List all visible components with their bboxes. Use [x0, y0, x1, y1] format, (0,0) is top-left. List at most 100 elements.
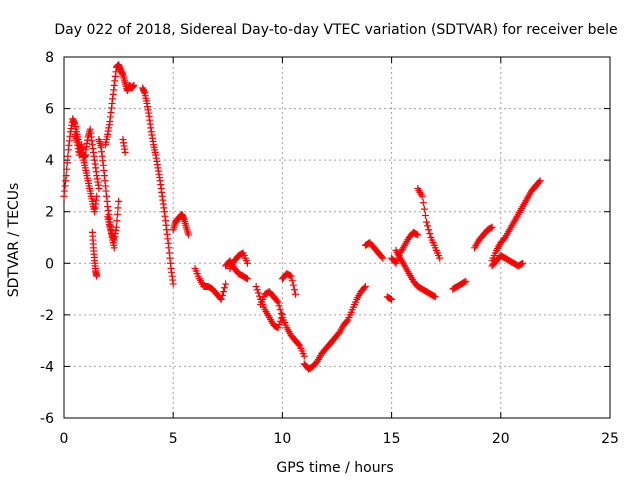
data-point	[63, 165, 71, 173]
plot-frame	[63, 56, 611, 419]
series-peak-16	[414, 185, 444, 262]
data-point	[289, 281, 297, 289]
y-tick-label: -2	[40, 308, 54, 324]
data-point	[487, 224, 495, 232]
data-point	[242, 274, 250, 282]
series-mid-bump	[361, 239, 387, 262]
series-fall-15	[392, 246, 439, 301]
data-point	[252, 282, 260, 290]
data-point	[488, 223, 496, 231]
data-points	[60, 61, 544, 373]
data-point	[114, 204, 122, 212]
x-tick-label: 0	[60, 431, 69, 447]
data-point	[387, 295, 395, 303]
data-point	[219, 288, 227, 296]
data-point	[273, 297, 281, 305]
data-point	[535, 178, 543, 186]
data-point	[290, 286, 298, 294]
series-final-rise	[488, 177, 544, 265]
data-point	[255, 292, 263, 300]
data-point	[379, 254, 387, 262]
data-point	[518, 260, 526, 268]
data-point	[388, 295, 396, 303]
x-tick-label: 10	[273, 431, 291, 447]
series-early-scatter-b	[82, 125, 103, 193]
data-point	[115, 197, 123, 205]
data-point	[110, 244, 118, 252]
chart-title: Day 022 of 2018, Sidereal Day-to-day VTE…	[54, 22, 617, 38]
data-point	[426, 230, 434, 238]
y-tick-label: 4	[45, 153, 54, 169]
data-point	[436, 254, 444, 262]
data-point	[288, 277, 296, 285]
y-axis-label: SDTVAR / TECUs	[6, 183, 22, 298]
data-point	[420, 205, 428, 213]
grid-lines	[64, 57, 610, 418]
series-main-decay	[139, 84, 177, 288]
series-rise-15	[388, 228, 422, 267]
data-point	[93, 192, 101, 200]
series-dip-15	[383, 293, 396, 303]
data-point	[286, 272, 294, 280]
data-point	[64, 152, 72, 160]
data-point	[360, 284, 368, 292]
y-tick-label: 8	[45, 50, 54, 66]
data-point	[276, 317, 284, 325]
series-branch-1	[226, 249, 251, 272]
data-point	[425, 226, 433, 234]
data-point	[361, 282, 369, 290]
data-point	[130, 81, 138, 89]
data-point	[343, 317, 351, 325]
y-tick-label: 0	[45, 256, 54, 272]
data-point	[277, 310, 285, 318]
series-rise-19	[471, 223, 496, 252]
series-peak-rise	[101, 61, 138, 149]
data-point	[114, 210, 122, 218]
y-tick-label: -6	[40, 411, 54, 427]
series-hump	[278, 270, 300, 298]
data-point	[276, 306, 284, 314]
x-tick-label: 20	[492, 431, 510, 447]
data-point	[121, 148, 129, 156]
series-low-cluster	[104, 197, 123, 244]
data-point	[222, 280, 230, 288]
series-dip-to-zero	[88, 228, 101, 280]
x-axis-label: GPS time / hours	[276, 460, 393, 476]
data-point	[218, 292, 226, 300]
series-peak-low	[119, 136, 129, 156]
data-point	[424, 222, 432, 230]
data-point	[221, 284, 229, 292]
data-point	[274, 324, 282, 332]
data-point	[292, 290, 300, 298]
series-trough-17	[449, 277, 470, 293]
data-point	[300, 352, 308, 360]
data-point	[519, 259, 527, 267]
data-point	[414, 231, 422, 239]
y-tick-label: -4	[40, 359, 54, 375]
data-point	[217, 295, 225, 303]
x-tick-label: 5	[169, 431, 178, 447]
data-point	[95, 185, 103, 193]
data-point	[536, 177, 544, 185]
data-point	[243, 259, 251, 267]
data-point	[63, 159, 71, 167]
data-point	[275, 302, 283, 310]
data-point	[275, 321, 283, 329]
data-point	[287, 272, 295, 280]
y-tick-label: 6	[45, 102, 54, 118]
data-point	[461, 278, 469, 286]
series-final-low	[488, 252, 527, 270]
data-point	[431, 293, 439, 301]
data-point	[295, 341, 303, 349]
series-descent-b	[257, 288, 308, 360]
data-point	[253, 286, 261, 294]
data-point	[113, 217, 121, 225]
series-early-scatter-a	[71, 130, 101, 216]
data-point	[274, 298, 282, 306]
data-point	[169, 280, 177, 288]
x-tick-label: 25	[601, 431, 619, 447]
axis-ticks: 0 5 10 15 20 25 -6 -4 -2 0 2 4 6 8	[40, 50, 619, 447]
data-point	[243, 275, 251, 283]
data-point	[62, 172, 70, 180]
data-point	[419, 199, 427, 207]
